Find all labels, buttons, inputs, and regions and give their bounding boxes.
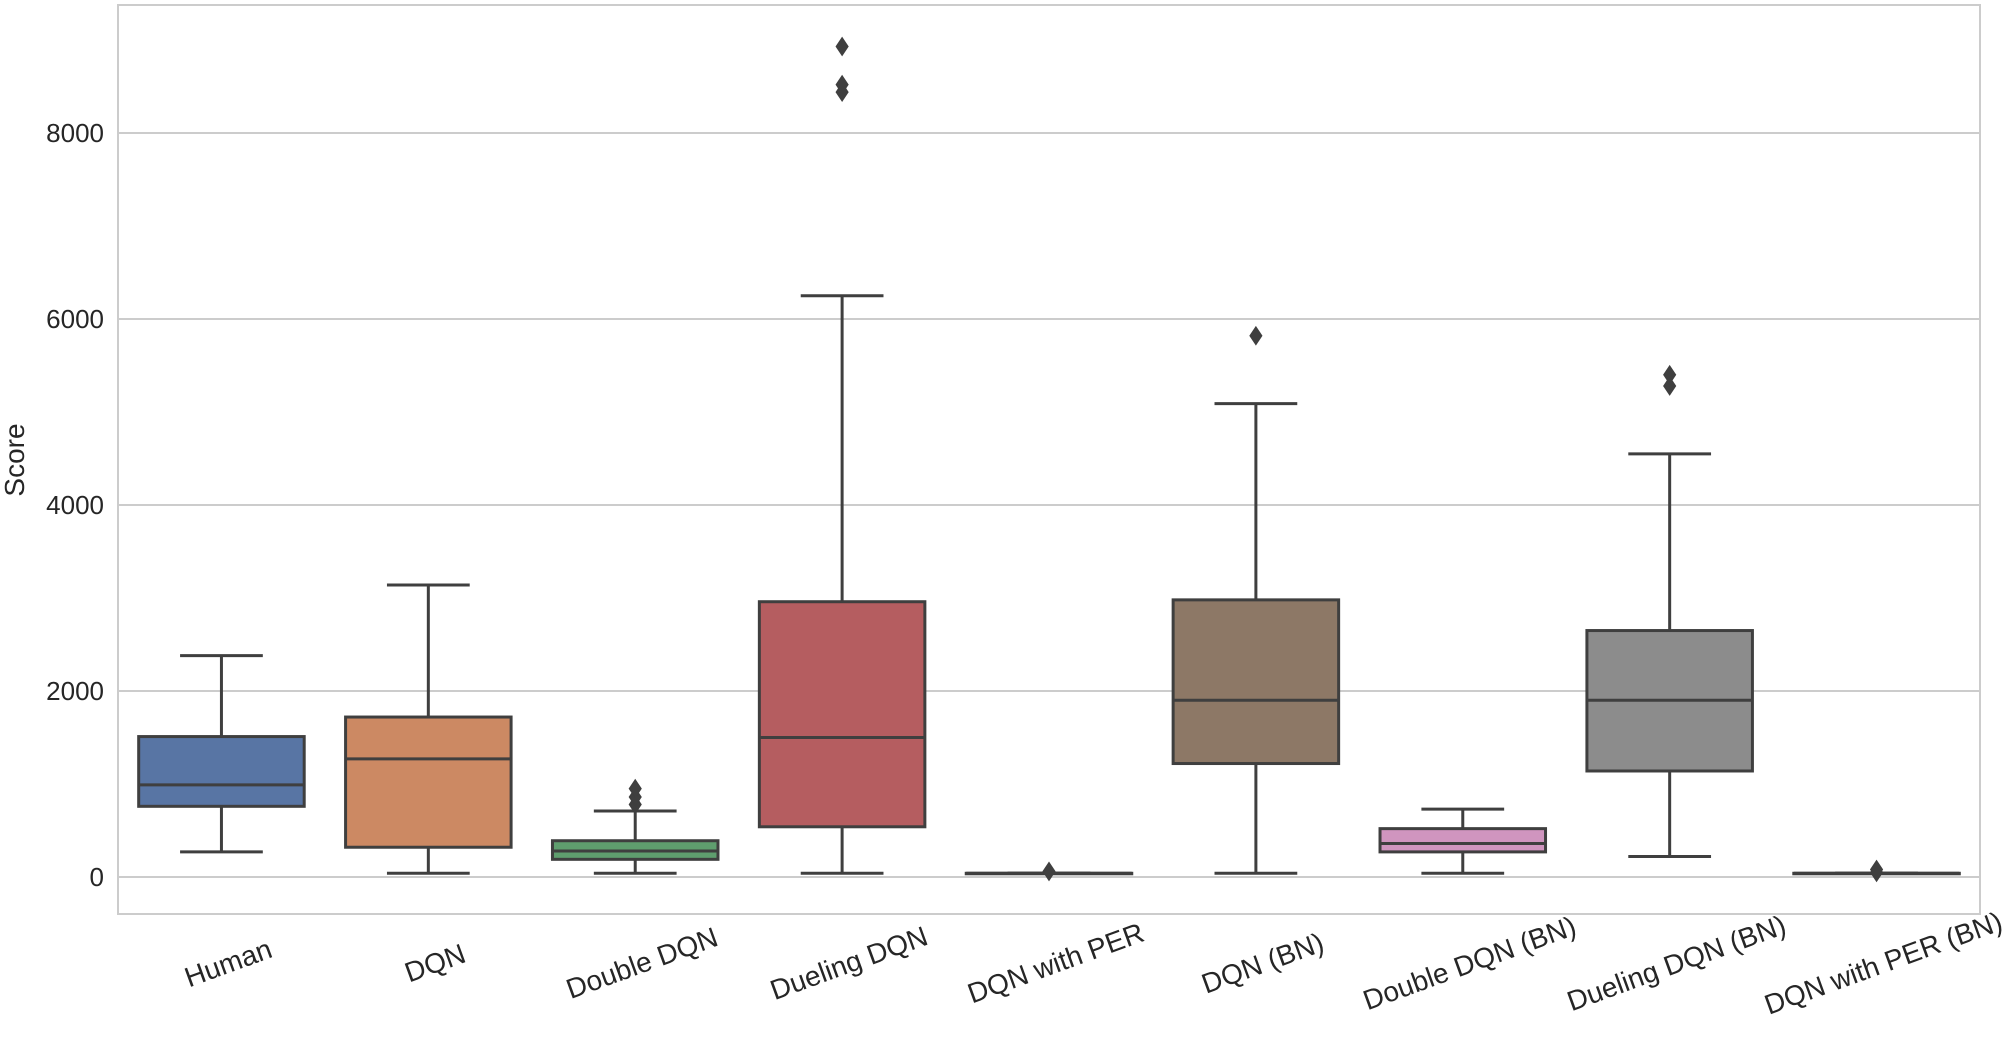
outlier-point	[628, 778, 642, 799]
x-tick-dqn-with-per-bn: DQN with PER (BN)	[1760, 906, 2004, 1021]
x-tick-dueling-dqn-bn: Dueling DQN (BN)	[1563, 909, 1790, 1017]
x-tick-double-dqn-bn: Double DQN (BN)	[1359, 910, 1580, 1016]
outlier-point	[1249, 325, 1263, 346]
outlier-point	[835, 36, 849, 57]
y-tick-6000: 6000	[46, 304, 104, 334]
box-dqn-with-per-bn	[1792, 859, 1961, 883]
x-tick-dqn-bn: DQN (BN)	[1197, 927, 1327, 1000]
y-tick-0: 0	[90, 862, 104, 892]
box-human	[137, 654, 306, 854]
outlier-point	[1663, 364, 1677, 385]
outlier-point	[1663, 376, 1677, 396]
outlier-point	[1042, 861, 1056, 882]
x-tick-dqn: DQN	[401, 938, 470, 988]
box-dqn	[344, 583, 513, 875]
x-tick-double-dqn: Double DQN	[562, 921, 722, 1004]
outlier-point	[835, 74, 849, 95]
box-dueling-dqn	[757, 36, 927, 875]
box-iqr	[137, 735, 306, 808]
boxes	[137, 36, 1961, 883]
x-tick-labels: Human DQN Double DQN Dueling DQN DQN with PE…	[180, 906, 2004, 1021]
x-tick-dqn-with-per: DQN with PER	[963, 917, 1148, 1009]
y-tick-4000: 4000	[46, 490, 104, 520]
box-double-dqn	[550, 778, 720, 875]
box-iqr	[344, 715, 513, 849]
box-iqr	[757, 600, 927, 829]
y-tick-labels: 0 2000 4000 6000 8000	[46, 118, 104, 892]
box-double-dqn-bn	[1378, 807, 1548, 875]
box-dqn-with-per	[964, 861, 1134, 882]
box-dqn-bn	[1171, 325, 1341, 875]
box-dueling-dqn-bn	[1585, 364, 1754, 859]
y-tick-2000: 2000	[46, 676, 104, 706]
plot-frame	[117, 4, 1981, 915]
y-tick-8000: 8000	[46, 118, 104, 148]
x-tick-human: Human	[180, 933, 275, 993]
x-tick-dueling-dqn: Dueling DQN	[766, 920, 932, 1006]
box-iqr	[1378, 827, 1548, 854]
box-iqr	[1171, 598, 1341, 766]
y-axis-label: Score	[0, 423, 30, 496]
outlier-point	[1869, 859, 1884, 880]
